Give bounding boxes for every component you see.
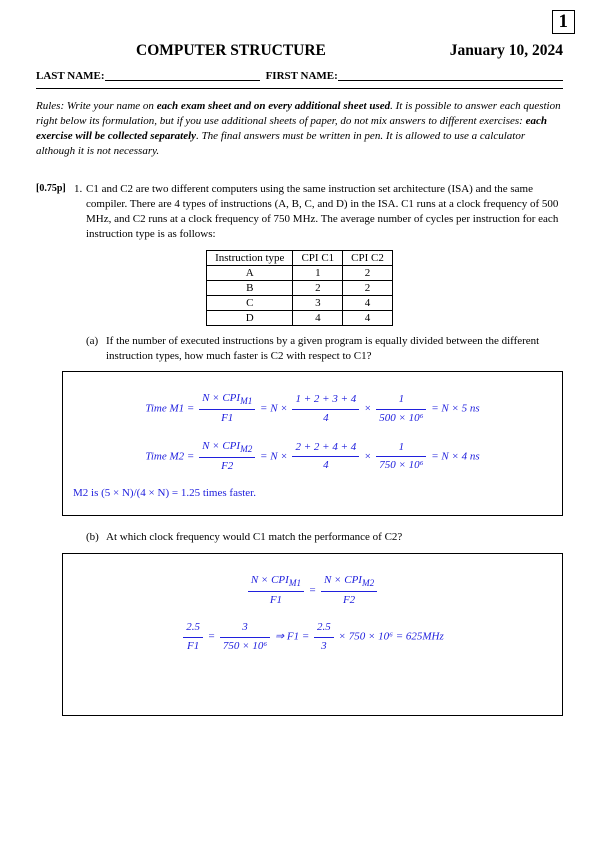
th-type: Instruction type <box>207 250 293 265</box>
part-b-text: At which clock frequency would C1 match … <box>106 530 402 545</box>
last-name-label: LAST NAME: <box>36 70 105 82</box>
name-row: LAST NAME: FIRST NAME: <box>36 70 563 82</box>
eq-b-line2: 2.5F1 = 3750 × 10⁶ ⇒ F1 = 2.53 × 750 × 1… <box>73 619 552 655</box>
cpi-table: Instruction type CPI C1 CPI C2 A12 B22 C… <box>206 250 393 326</box>
q1-points: [0.75p] <box>36 182 74 241</box>
rules-bold-1: each exam sheet and on every additional … <box>157 100 390 112</box>
last-name-line <box>105 70 260 81</box>
part-b-label: (b) <box>86 530 106 545</box>
q1-number: 1. <box>74 182 86 241</box>
header-rule <box>36 88 563 89</box>
table-row: D44 <box>207 310 393 325</box>
q1-part-b: (b) At which clock frequency would C1 ma… <box>86 530 563 545</box>
table-row: A12 <box>207 265 393 280</box>
q1-text: C1 and C2 are two different computers us… <box>86 182 563 241</box>
th-cpi-c2: CPI C2 <box>343 250 393 265</box>
table-row: B22 <box>207 280 393 295</box>
page-number: 1 <box>552 10 576 34</box>
part-a-text: If the number of executed instructions b… <box>106 334 563 364</box>
header: COMPUTER STRUCTURE January 10, 2024 <box>36 42 563 60</box>
th-cpi-c1: CPI C1 <box>293 250 343 265</box>
rules-paragraph: Rules: Write your name on each exam shee… <box>36 99 563 158</box>
exam-date: January 10, 2024 <box>450 42 563 60</box>
first-name-line <box>338 70 563 81</box>
first-name-label: FIRST NAME: <box>266 70 338 82</box>
part-a-label: (a) <box>86 334 106 364</box>
table-row: C34 <box>207 295 393 310</box>
answer-box-b: N × CPIM1F1 = N × CPIM2F2 2.5F1 = 3750 ×… <box>62 553 563 717</box>
eq-time-m1: Time M1 = N × CPIM1F1 = N × 1 + 2 + 3 + … <box>73 390 552 427</box>
exam-page: 1 COMPUTER STRUCTURE January 10, 2024 LA… <box>0 0 599 750</box>
question-1: [0.75p] 1. C1 and C2 are two different c… <box>36 182 563 241</box>
answer-box-a: Time M1 = N × CPIM1F1 = N × 1 + 2 + 3 + … <box>62 371 563 516</box>
table-header-row: Instruction type CPI C1 CPI C2 <box>207 250 393 265</box>
eq-time-m2: Time M2 = N × CPIM2F2 = N × 2 + 2 + 4 + … <box>73 438 552 475</box>
rules-prefix: Rules: Write your name on <box>36 100 157 112</box>
conclusion-a: M2 is (5 × N)/(4 × N) = 1.25 times faste… <box>73 485 552 503</box>
course-title: COMPUTER STRUCTURE <box>136 42 326 60</box>
eq-b-line1: N × CPIM1F1 = N × CPIM2F2 <box>73 572 552 609</box>
q1-part-a: (a) If the number of executed instructio… <box>86 334 563 364</box>
